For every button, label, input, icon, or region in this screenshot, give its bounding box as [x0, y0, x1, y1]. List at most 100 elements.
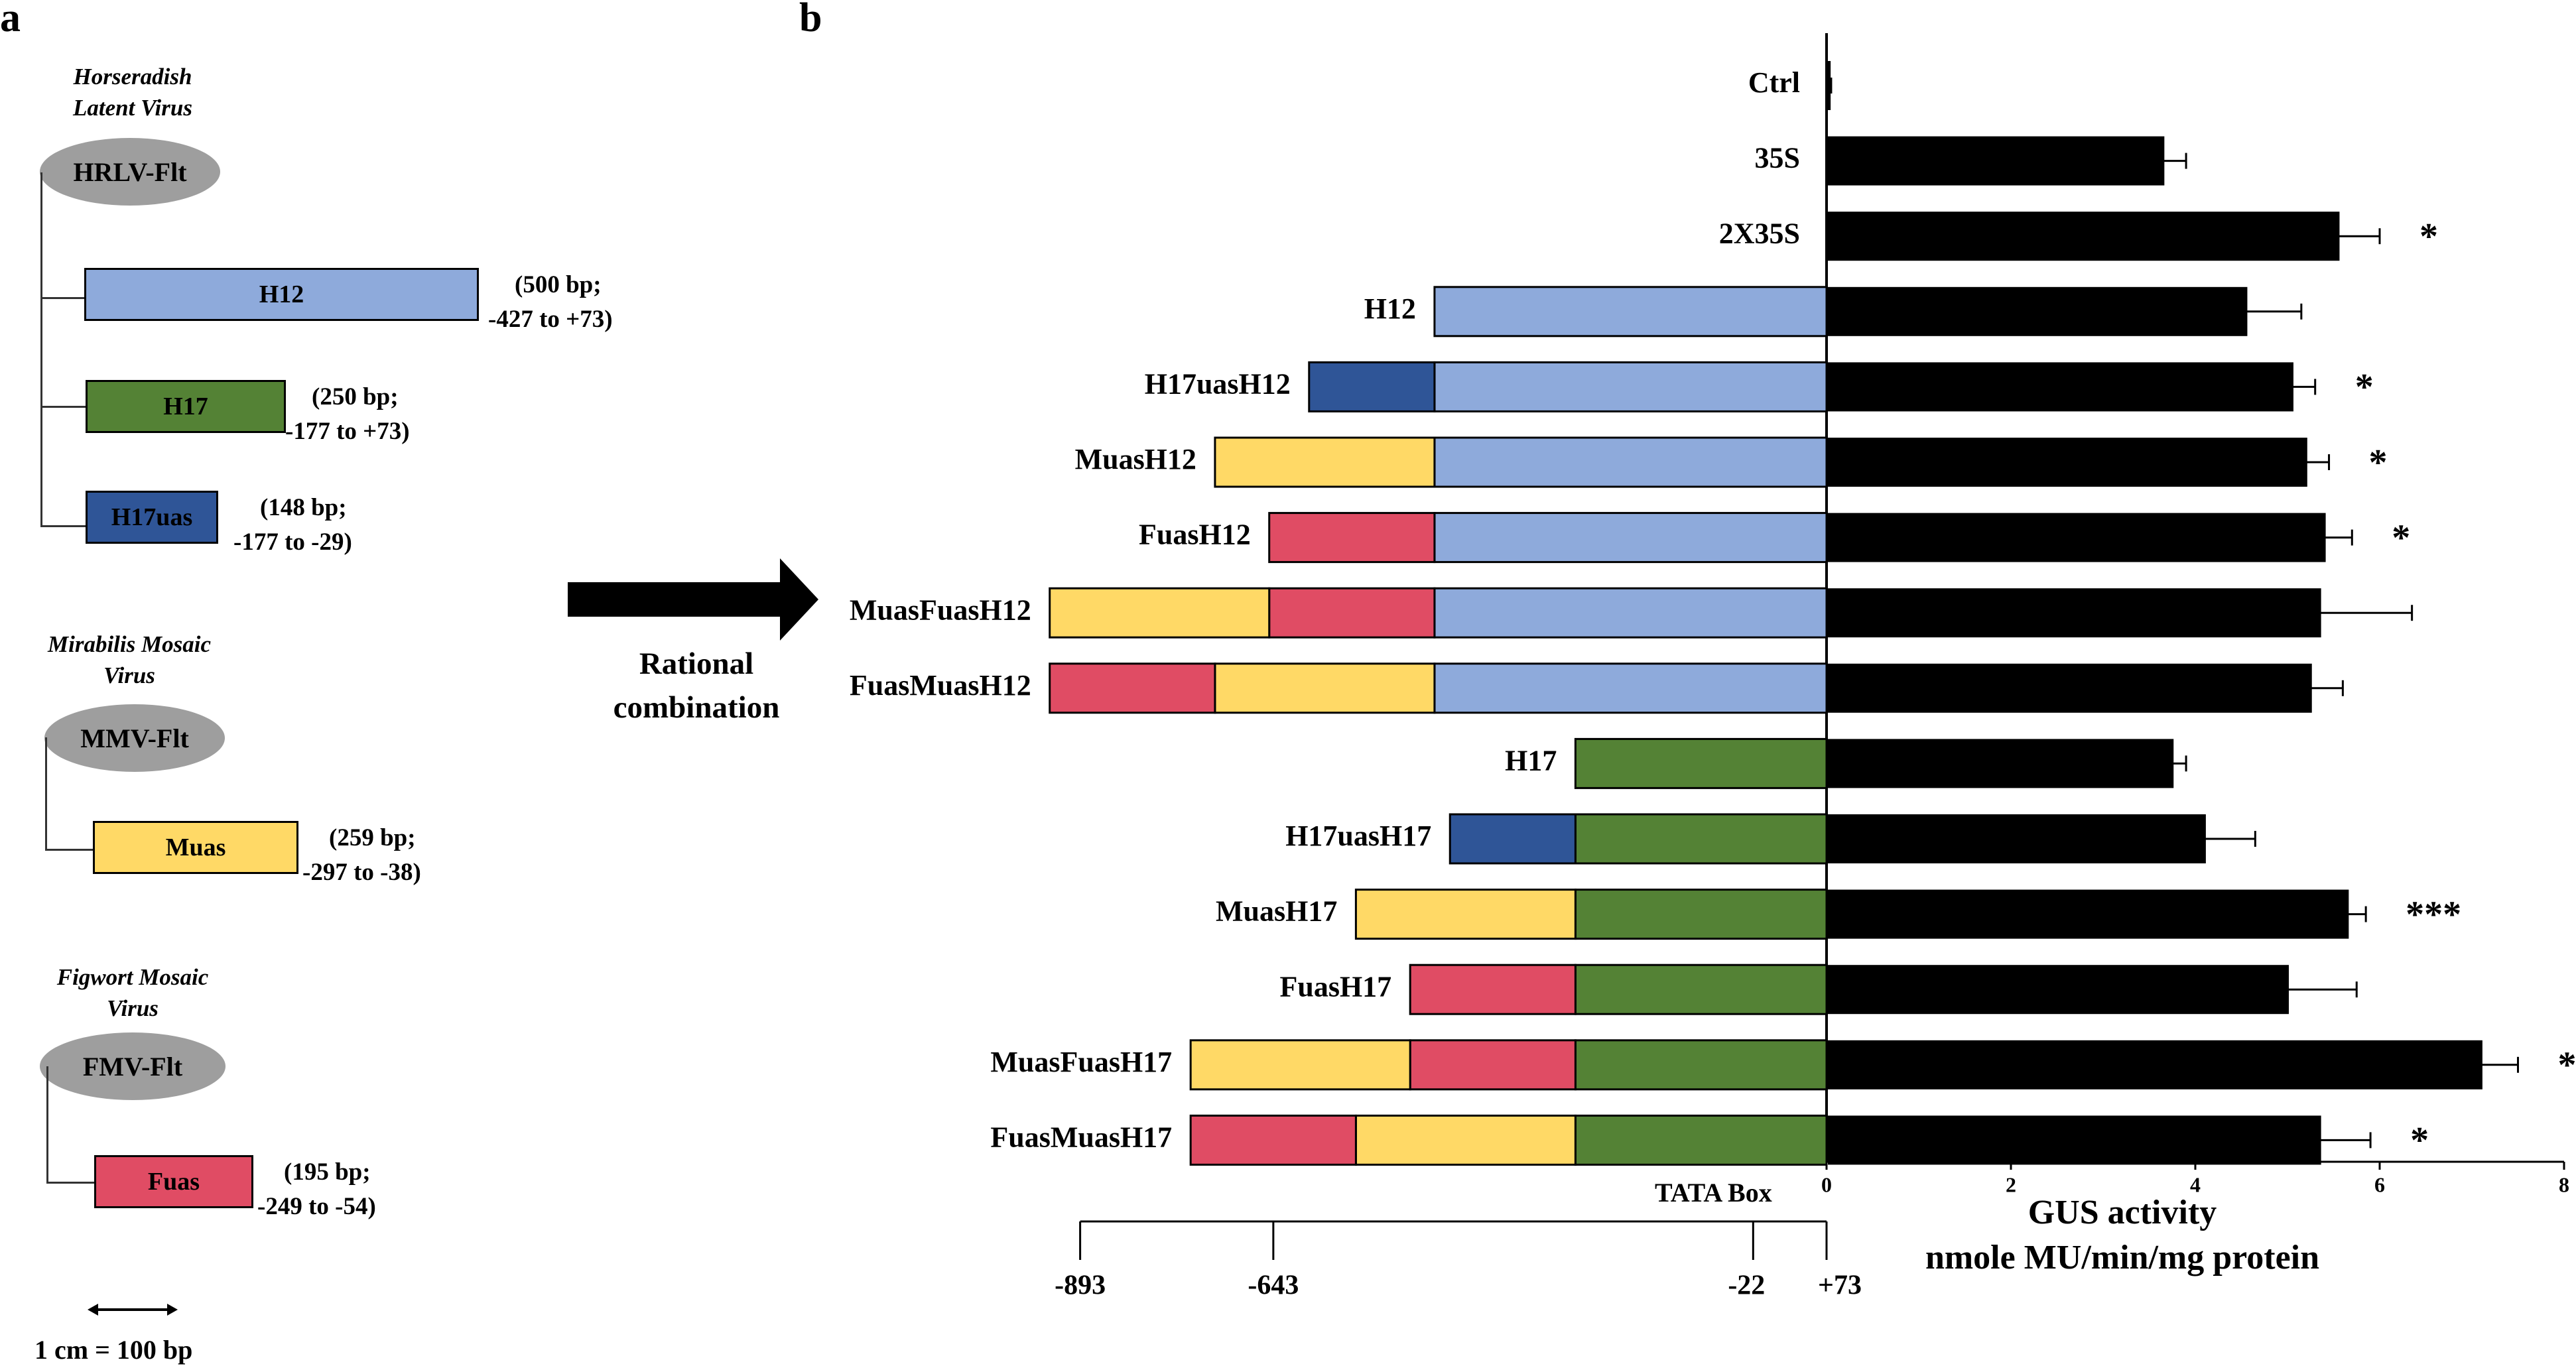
significance-stars: ***: [2406, 894, 2461, 935]
fragment-h17: H17: [86, 380, 286, 433]
fmv-tree-trunk: [46, 1066, 48, 1183]
gus-bar: [1828, 136, 2165, 186]
fragment-h12: H12: [84, 268, 479, 321]
scale-bar-arrow: [88, 1304, 178, 1316]
hrlv-branch-h17: [40, 406, 86, 408]
construct-label: FuasH12: [1139, 519, 1251, 551]
hrlv-branch-h17uas: [40, 525, 86, 527]
fragment-h17-info: (250 bp; -177 to +73): [285, 380, 410, 449]
gus-bar: [1828, 438, 2307, 487]
fragment-h17uas-range: -177 to -29): [233, 529, 352, 556]
gus-x-tick-label: 2: [2006, 1172, 2016, 1196]
gus-axis-title: GUS activity nmole MU/min/mg protein: [1764, 1190, 2480, 1280]
construct-label: MuasFuasH17: [990, 1046, 1172, 1078]
gus-bar: [1828, 1040, 2482, 1089]
promoter-scale-tick-label: +73: [1818, 1271, 1862, 1301]
construct-label: FuasH17: [1279, 970, 1391, 1003]
fragment-h17uas: H17uas: [86, 491, 218, 544]
fragment-h17-bp: (250 bp;: [312, 383, 399, 410]
gus-bar: [1828, 814, 2206, 863]
gus-bar: [1828, 61, 1831, 110]
construct-segment-h12: [1433, 512, 1828, 564]
gus-bar: [1828, 588, 2321, 638]
construct-segment-muas: [1214, 662, 1436, 714]
construct-segment-muas: [1354, 1114, 1577, 1166]
construct-label: FuasMuasH17: [990, 1121, 1172, 1153]
construct-segment-fuas: [1268, 587, 1436, 639]
construct-segment-fuas: [1268, 512, 1436, 564]
fragment-muas: Muas: [93, 821, 298, 874]
fragment-muas-range: -297 to -38): [302, 859, 421, 886]
construct-label: H17uasH17: [1285, 820, 1431, 852]
construct-label: 35S: [1755, 142, 1800, 174]
gus-bar: [1828, 889, 2349, 939]
rational-combination-arrow-icon: [568, 558, 818, 641]
construct-segment-fuas: [1189, 1114, 1357, 1166]
mmv-name-line2: Virus: [103, 662, 155, 688]
construct-segment-muas: [1189, 1039, 1411, 1091]
construct-segment-h17: [1574, 737, 1828, 789]
significance-stars: *: [2355, 367, 2374, 408]
fmv-flt-oval: FMV-Flt: [40, 1032, 225, 1100]
fragment-h12-range: -427 to +73): [488, 306, 613, 333]
construct-segment-fuas: [1409, 964, 1577, 1015]
construct-segment-fuas: [1049, 662, 1216, 714]
hrlv-name-line1: Horseradish: [73, 64, 192, 90]
mmv-tree-trunk: [45, 737, 47, 850]
fmv-name-line1: Figwort Mosaic: [56, 964, 209, 990]
construct-label: MuasFuasH12: [850, 593, 1031, 626]
panel-b-letter: b: [799, 0, 822, 40]
gus-bar: [1828, 362, 2293, 412]
construct-label: H17uasH12: [1145, 367, 1291, 400]
significance-stars: *: [2419, 216, 2438, 257]
fragment-h12-bp: (500 bp;: [515, 271, 602, 298]
mmv-flt-oval: MMV-Flt: [44, 704, 225, 772]
gus-bar: [1828, 739, 2174, 788]
fragment-fuas-info: (195 bp; -249 to -54): [257, 1155, 376, 1224]
fragment-h17uas-bp: (148 bp;: [260, 494, 347, 521]
construct-segment-h12: [1433, 436, 1828, 488]
gus-x-tick-label: 0: [1821, 1172, 1832, 1196]
promoter-scale-tick-label: -643: [1248, 1271, 1299, 1301]
hrlv-name-line2: Latent Virus: [73, 95, 192, 121]
hrlv-flt-oval: HRLV-Flt: [40, 138, 220, 206]
construct-segment-h17uas: [1308, 361, 1436, 412]
mmv-branch-muas: [45, 849, 95, 851]
construct-segment-h17: [1574, 889, 1828, 940]
gus-x-tick-label: 4: [2190, 1172, 2201, 1196]
gus-bar: [1828, 513, 2326, 562]
construct-label: FuasMuasH12: [850, 669, 1031, 702]
construct-label: 2X35S: [1719, 217, 1800, 249]
construct-label: H12: [1364, 292, 1416, 325]
construct-segment-fuas: [1409, 1039, 1577, 1091]
gus-bar: [1828, 212, 2340, 261]
promoter-scale-tick-label: -22: [1728, 1271, 1765, 1301]
construct-segment-h17: [1574, 1039, 1828, 1091]
gus-bar: [1828, 286, 2248, 336]
hrlv-branch-h12: [40, 297, 86, 299]
fmv-branch-fuas: [46, 1182, 96, 1184]
construct-segment-h12: [1433, 662, 1828, 714]
tata-box-label: TATA Box: [1655, 1178, 1772, 1208]
gus-x-tick-label: 8: [2559, 1172, 2569, 1196]
fragment-fuas-range: -249 to -54): [257, 1193, 376, 1220]
construct-segment-muas: [1049, 587, 1271, 639]
rational-combination-label: Rational combination: [570, 642, 822, 729]
construct-segment-h12: [1433, 587, 1828, 639]
construct-segment-muas: [1354, 889, 1577, 940]
gus-bar: [1828, 1115, 2321, 1165]
construct-label: MuasH12: [1075, 443, 1196, 475]
construct-segment-h12: [1433, 361, 1828, 412]
fmv-virus-name: Figwort Mosaic Virus: [27, 962, 239, 1024]
rational-label-line2: combination: [613, 690, 780, 725]
promoter-scale-tick-label: -893: [1055, 1271, 1106, 1301]
fragment-h17-range: -177 to +73): [285, 418, 410, 445]
panel-a-letter: a: [0, 0, 21, 40]
construct-segment-muas: [1214, 436, 1436, 488]
hrlv-tree-trunk: [40, 172, 42, 527]
fragment-muas-info: (259 bp; -297 to -38): [302, 821, 421, 890]
scale-bar-label: 1 cm = 100 bp: [34, 1335, 193, 1365]
gus-axis-title-line2: nmole MU/min/mg protein: [1925, 1239, 2320, 1276]
significance-stars: *: [2410, 1120, 2429, 1161]
